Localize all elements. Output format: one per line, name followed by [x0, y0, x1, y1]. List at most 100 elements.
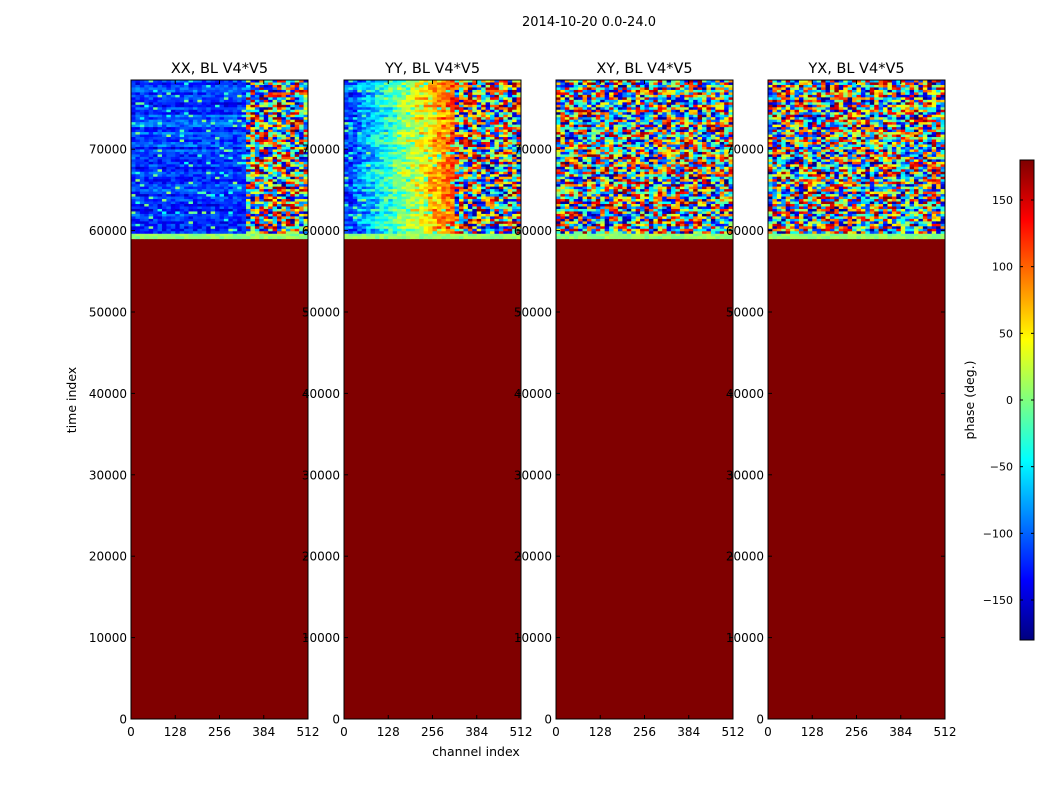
phase-cell [131, 144, 136, 148]
phase-cell [512, 204, 517, 207]
phase-cell [179, 107, 185, 111]
phase-cell [201, 146, 207, 150]
phase-cell [201, 156, 207, 160]
phase-cell [184, 94, 189, 98]
phase-cell [498, 191, 504, 195]
phase-cell [370, 223, 376, 227]
phase-cell [432, 223, 438, 227]
phase-cell [463, 134, 469, 138]
phase-cell [361, 206, 367, 210]
phase-cell [498, 134, 504, 138]
phase-cell [232, 102, 238, 106]
phase-cell [277, 89, 282, 93]
phase-cell [344, 166, 349, 170]
phase-cell [131, 122, 136, 126]
phase-cell [344, 216, 349, 220]
phase-cell [472, 149, 478, 153]
phase-cell [419, 166, 425, 170]
phase-cell [401, 164, 407, 168]
phase-cell [383, 194, 389, 197]
phase-cell [467, 226, 473, 230]
phase-cell [197, 208, 203, 212]
phase-cell [344, 142, 349, 145]
phase-cell [423, 144, 429, 148]
phase-cell [432, 114, 438, 118]
phase-cell [370, 89, 376, 93]
phase-cell [392, 181, 398, 185]
phase-cell [139, 156, 145, 160]
phase-cell [246, 189, 251, 193]
phase-cell [153, 226, 158, 230]
phase-cell [148, 97, 154, 101]
phase-cell [232, 97, 238, 101]
phase-cell [481, 191, 486, 195]
phase-cell [485, 186, 491, 190]
phase-cell [201, 176, 207, 180]
phase-cell [277, 99, 282, 103]
phase-cell [206, 151, 212, 155]
phase-cell [454, 156, 460, 160]
phase-cell [197, 213, 203, 217]
phase-cell [281, 119, 287, 123]
phase-cell [494, 109, 500, 113]
phase-cell [467, 156, 473, 160]
phase-cell [348, 82, 354, 86]
phase-cell [357, 144, 363, 148]
phase-cell [516, 169, 522, 173]
phase-cell [476, 112, 482, 116]
phase-cell [352, 164, 358, 168]
phase-cell [352, 104, 358, 108]
phase-cell [485, 87, 491, 91]
phase-cell [281, 208, 287, 212]
phase-cell [277, 221, 282, 225]
phase-cell [507, 211, 513, 215]
phase-cell [206, 159, 212, 163]
phase-cell [188, 84, 194, 88]
phase-cell [254, 206, 260, 210]
phase-cell [263, 107, 269, 111]
phase-cell [263, 156, 269, 160]
phase-cell [494, 186, 500, 190]
phase-cell [454, 159, 460, 163]
phase-cell [432, 176, 438, 180]
phase-cell [512, 109, 517, 113]
phase-cell [383, 129, 389, 133]
phase-cell [397, 87, 402, 91]
phase-cell [272, 208, 278, 212]
phase-cell [241, 171, 247, 175]
phase-cell [494, 213, 500, 217]
phase-cell [285, 221, 291, 225]
phase-cell [352, 216, 358, 220]
phase-cell [383, 146, 389, 150]
phase-cell [481, 129, 486, 133]
phase-cell [254, 164, 260, 168]
phase-cell [197, 109, 203, 113]
phase-cell [397, 146, 402, 150]
phase-cell [179, 137, 185, 140]
phase-cell [144, 104, 150, 108]
phase-cell [490, 206, 495, 210]
phase-cell [414, 223, 420, 227]
phase-cell [250, 194, 256, 197]
phase-cell [467, 104, 473, 108]
phase-cell [436, 122, 442, 126]
phase-cell [184, 99, 189, 103]
phase-cell [423, 226, 429, 230]
phase-cell [197, 82, 203, 86]
phase-cell [237, 134, 243, 138]
phase-cell [419, 186, 425, 190]
phase-cell [405, 94, 411, 98]
phase-cell [215, 221, 220, 225]
phase-cell [192, 82, 198, 86]
phase-cell [303, 104, 309, 108]
phase-cell [436, 142, 442, 145]
phase-cell [450, 184, 456, 188]
phase-cell [148, 119, 154, 123]
phase-cell [197, 144, 203, 148]
phase-cell [388, 181, 394, 185]
phase-cell [392, 146, 398, 150]
phase-cell [197, 186, 203, 190]
phase-cell [445, 84, 451, 88]
phase-cell [388, 151, 394, 155]
phase-cell [206, 156, 212, 160]
